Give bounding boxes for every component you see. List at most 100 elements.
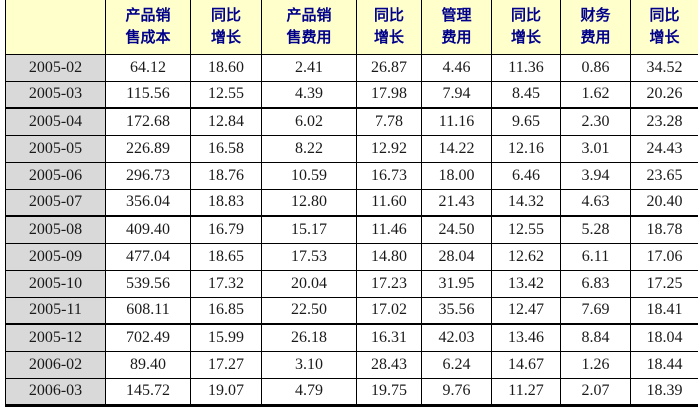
value-cell: 4.79: [261, 377, 357, 407]
row-label-period: 2005-10: [5, 269, 106, 298]
row-label-period: 2005-11: [5, 296, 106, 325]
value-cell: 16.73: [356, 161, 422, 190]
value-cell: 18.44: [630, 350, 698, 379]
value-cell: 11.36: [491, 53, 561, 82]
value-cell: 18.83: [190, 188, 262, 217]
value-cell: 7.78: [356, 107, 422, 136]
table-row: 2005-07 356.04 18.83 12.80 11.60 21.43 14.32 4.…: [5, 188, 698, 217]
value-cell: 7.69: [560, 296, 631, 325]
value-cell: 3.01: [560, 134, 631, 163]
value-cell: 8.22: [261, 134, 357, 163]
value-cell: 31.95: [421, 269, 492, 298]
value-cell: 16.85: [190, 296, 262, 325]
value-cell: 15.17: [261, 215, 357, 244]
value-cell: 14.32: [491, 188, 561, 217]
value-cell: 1.62: [560, 80, 631, 109]
value-cell: 12.55: [491, 215, 561, 244]
value-cell: 11.46: [356, 215, 422, 244]
value-cell: 608.11: [105, 296, 191, 325]
value-cell: 4.39: [261, 80, 357, 109]
value-cell: 226.89: [105, 134, 191, 163]
value-cell: 2.41: [261, 53, 357, 82]
value-cell: 24.50: [421, 215, 492, 244]
column-header-yoy-growth-2: 同比 增长: [356, 0, 422, 55]
value-cell: 6.02: [261, 107, 357, 136]
value-cell: 5.28: [560, 215, 631, 244]
value-cell: 19.07: [190, 377, 262, 407]
value-cell: 17.06: [630, 242, 698, 271]
value-cell: 18.78: [630, 215, 698, 244]
column-header-yoy-growth-4: 同比 增长: [630, 0, 698, 55]
value-cell: 26.87: [356, 53, 422, 82]
row-label-period: 2005-03: [5, 80, 106, 109]
value-cell: 6.24: [421, 350, 492, 379]
value-cell: 9.76: [421, 377, 492, 407]
value-cell: 13.42: [491, 269, 561, 298]
value-cell: 539.56: [105, 269, 191, 298]
value-cell: 11.16: [421, 107, 492, 136]
value-cell: 296.73: [105, 161, 191, 190]
value-cell: 18.04: [630, 323, 698, 352]
table-body: 2005-02 64.12 18.60 2.41 26.87 4.46 11.36 0.86 3…: [5, 53, 698, 407]
value-cell: 115.56: [105, 80, 191, 109]
value-cell: 16.31: [356, 323, 422, 352]
value-cell: 12.92: [356, 134, 422, 163]
row-label-period: 2005-02: [5, 53, 106, 82]
value-cell: 8.84: [560, 323, 631, 352]
value-cell: 6.11: [560, 242, 631, 271]
value-cell: 20.26: [630, 80, 698, 109]
value-cell: 9.65: [491, 107, 561, 136]
value-cell: 18.39: [630, 377, 698, 407]
value-cell: 28.43: [356, 350, 422, 379]
value-cell: 17.27: [190, 350, 262, 379]
value-cell: 12.16: [491, 134, 561, 163]
row-label-period: 2005-06: [5, 161, 106, 190]
value-cell: 17.25: [630, 269, 698, 298]
value-cell: 42.03: [421, 323, 492, 352]
value-cell: 12.47: [491, 296, 561, 325]
value-cell: 12.55: [190, 80, 262, 109]
value-cell: 23.28: [630, 107, 698, 136]
value-cell: 64.12: [105, 53, 191, 82]
header-row: 产品销 售成本 同比 增长 产品销 售费用 同比 增长 管理 费用 同比 增长 …: [5, 0, 698, 55]
corner-cell: [5, 0, 106, 55]
table-row: 2005-12 702.49 15.99 26.18 16.31 42.03 13.46 8.…: [5, 323, 698, 352]
table-row: 2005-03 115.56 12.55 4.39 17.98 7.94 8.45 1.62 2…: [5, 80, 698, 109]
value-cell: 20.04: [261, 269, 357, 298]
value-cell: 22.50: [261, 296, 357, 325]
value-cell: 172.68: [105, 107, 191, 136]
value-cell: 15.99: [190, 323, 262, 352]
value-cell: 17.32: [190, 269, 262, 298]
table-row: 2005-10 539.56 17.32 20.04 17.23 31.95 13.42 6.…: [5, 269, 698, 298]
value-cell: 12.84: [190, 107, 262, 136]
value-cell: 477.04: [105, 242, 191, 271]
value-cell: 145.72: [105, 377, 191, 407]
table-row: 2005-05 226.89 16.58 8.22 12.92 14.22 12.16 3.0…: [5, 134, 698, 163]
value-cell: 14.67: [491, 350, 561, 379]
value-cell: 89.40: [105, 350, 191, 379]
table-row: 2006-03 145.72 19.07 4.79 19.75 9.76 11.27 2.07…: [5, 377, 698, 407]
value-cell: 18.41: [630, 296, 698, 325]
value-cell: 11.60: [356, 188, 422, 217]
value-cell: 21.43: [421, 188, 492, 217]
row-label-period: 2005-08: [5, 215, 106, 244]
value-cell: 8.45: [491, 80, 561, 109]
value-cell: 10.59: [261, 161, 357, 190]
value-cell: 17.98: [356, 80, 422, 109]
financial-data-table: 产品销 售成本 同比 增长 产品销 售费用 同比 增长 管理 费用 同比 增长 …: [5, 0, 698, 407]
value-cell: 12.80: [261, 188, 357, 217]
value-cell: 7.94: [421, 80, 492, 109]
table-row: 2005-11 608.11 16.85 22.50 17.02 35.56 12.47 7.…: [5, 296, 698, 325]
value-cell: 409.40: [105, 215, 191, 244]
value-cell: 12.62: [491, 242, 561, 271]
value-cell: 23.65: [630, 161, 698, 190]
row-label-period: 2005-07: [5, 188, 106, 217]
column-header-product-sales-cost: 产品销 售成本: [105, 0, 191, 55]
value-cell: 18.00: [421, 161, 492, 190]
column-header-admin-expense: 管理 费用: [421, 0, 492, 55]
row-label-period: 2005-09: [5, 242, 106, 271]
row-label-period: 2005-04: [5, 107, 106, 136]
value-cell: 3.10: [261, 350, 357, 379]
value-cell: 356.04: [105, 188, 191, 217]
table-row: 2005-09 477.04 18.65 17.53 14.80 28.04 12.62 6.…: [5, 242, 698, 271]
